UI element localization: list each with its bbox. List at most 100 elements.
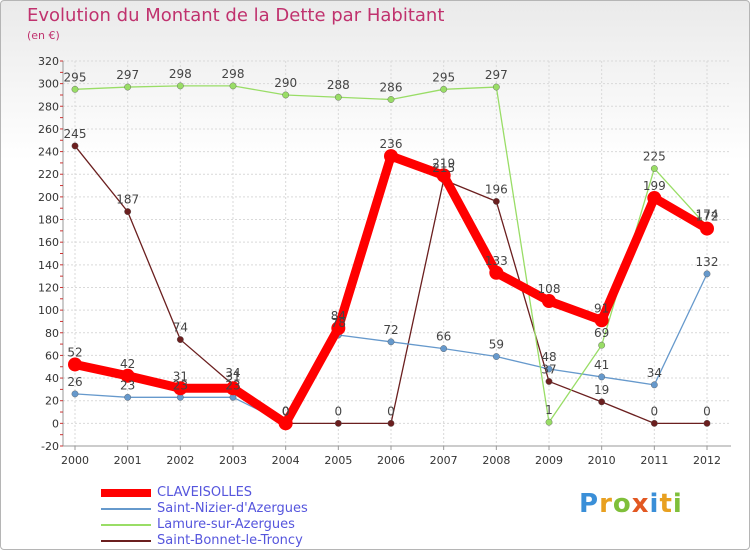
y-tick-label: 180 — [38, 214, 59, 227]
data-point — [650, 419, 658, 427]
data-point — [647, 191, 662, 206]
data-label: 0 — [282, 404, 290, 418]
logo-letter: x — [631, 489, 650, 519]
data-label: 245 — [64, 127, 87, 141]
data-label: 23 — [120, 378, 135, 392]
data-label: 0 — [335, 404, 343, 418]
data-label: 31 — [173, 369, 188, 383]
data-point — [124, 208, 132, 216]
data-point — [436, 168, 451, 183]
data-point — [700, 221, 714, 236]
data-label: 1 — [545, 403, 553, 417]
data-point — [387, 419, 395, 427]
data-label: 295 — [64, 70, 87, 84]
legend-label: Lamure-sur-Azergues — [157, 517, 295, 532]
legend-label: CLAVEISOLLES — [157, 485, 253, 500]
data-point — [650, 381, 658, 389]
legend-label: Saint-Bonnet-le-Troncy — [157, 533, 303, 548]
legend-swatch — [101, 524, 151, 526]
data-point — [598, 373, 606, 381]
logo-letter: P — [579, 489, 600, 519]
data-label: 69 — [594, 326, 609, 340]
data-label: 37 — [541, 362, 556, 376]
data-point — [545, 418, 553, 426]
data-label: 74 — [173, 321, 188, 335]
data-label: 298 — [222, 67, 245, 81]
x-tick-label: 2011 — [640, 454, 668, 467]
data-label: 23 — [225, 378, 240, 392]
y-tick-label: 20 — [45, 395, 59, 408]
logo-letter: i — [672, 489, 683, 519]
data-label: 172 — [696, 210, 719, 224]
data-point — [440, 85, 448, 93]
data-point — [384, 149, 398, 164]
legend-entry: Saint-Nizier-d'Azergues — [101, 501, 431, 517]
x-tick-label: 2009 — [535, 454, 563, 467]
y-tick-label: 140 — [38, 259, 59, 272]
data-label: 52 — [67, 345, 82, 359]
data-label: 288 — [327, 78, 350, 92]
legend-entry: Saint-Bonnet-le-Troncy — [101, 533, 431, 549]
data-label: 297 — [485, 68, 508, 82]
data-point — [124, 393, 132, 401]
x-tick-label: 2003 — [219, 454, 247, 467]
data-point — [71, 390, 79, 398]
x-tick-label: 2012 — [693, 454, 721, 467]
data-label: 41 — [594, 358, 609, 372]
data-point — [492, 83, 500, 91]
y-tick-label: 120 — [38, 281, 59, 294]
data-point — [703, 419, 711, 427]
data-label: 26 — [67, 375, 82, 389]
data-label: 297 — [116, 68, 139, 82]
data-label: 286 — [380, 81, 403, 95]
data-label: 295 — [432, 70, 455, 84]
data-label: 78 — [331, 316, 346, 330]
data-point — [703, 270, 711, 278]
data-point — [598, 398, 606, 406]
y-tick-label: 0 — [52, 417, 59, 430]
x-tick-label: 2008 — [482, 454, 510, 467]
data-label: 84 — [331, 309, 346, 323]
data-label: 199 — [643, 179, 666, 193]
data-label: 66 — [436, 330, 451, 344]
legend-swatch — [101, 489, 151, 497]
logo-letter: i — [649, 489, 660, 519]
data-point — [229, 82, 237, 90]
data-point — [71, 85, 79, 93]
x-tick-label: 2004 — [272, 454, 300, 467]
chart-legend: CLAVEISOLLES Saint-Nizier-d'Azergues Lamur… — [101, 485, 431, 549]
y-tick-label: 220 — [38, 168, 59, 181]
y-tick-label: 260 — [38, 123, 59, 136]
x-tick-label: 2007 — [430, 454, 458, 467]
data-label: 19 — [594, 383, 609, 397]
data-label: 91 — [594, 301, 609, 315]
y-tick-label: 280 — [38, 100, 59, 113]
data-label: 133 — [485, 254, 508, 268]
data-point — [598, 341, 606, 349]
data-point — [334, 93, 342, 101]
logo-letter: r — [599, 489, 613, 519]
data-label: 34 — [647, 366, 662, 380]
y-tick-label: 40 — [45, 372, 59, 385]
data-label: 0 — [651, 404, 659, 418]
x-tick-label: 2010 — [588, 454, 616, 467]
data-point — [173, 381, 188, 396]
data-point — [545, 378, 553, 385]
data-label: 108 — [538, 282, 561, 296]
data-point — [492, 198, 500, 205]
x-tick-label: 2005 — [324, 454, 352, 467]
data-label: 219 — [432, 156, 455, 170]
data-label: 34 — [225, 366, 240, 380]
data-point — [71, 142, 79, 150]
data-point — [278, 416, 293, 431]
data-label: 132 — [696, 255, 719, 269]
legend-label: Saint-Nizier-d'Azergues — [157, 501, 308, 516]
data-label: 23 — [173, 378, 188, 392]
y-tick-label: 80 — [45, 327, 59, 340]
data-point — [492, 353, 500, 360]
x-tick-label: 2000 — [61, 454, 89, 467]
logo-letter: t — [659, 489, 673, 519]
data-label: 298 — [169, 67, 192, 81]
legend-swatch — [101, 540, 151, 542]
data-label: 215 — [432, 161, 455, 175]
